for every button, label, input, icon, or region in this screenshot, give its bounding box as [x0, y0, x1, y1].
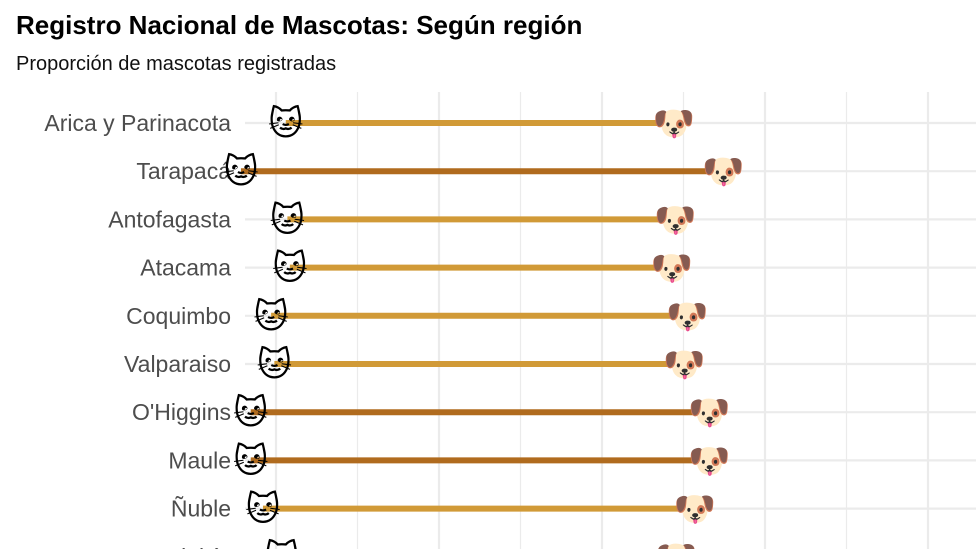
- markers: 🐱 🐶 🐱 🐶 🐱 🐶 🐱 🐶 🐱 🐶 🐱 🐶 🐱 🐶 🐱 🐶 🐱 🐶 🐱 🐶: [223, 104, 744, 549]
- dog-marker-icon: 🐶: [663, 345, 705, 385]
- cat-marker-icon: 🐱: [245, 490, 280, 530]
- cat-marker-icon: 🐱: [253, 297, 288, 337]
- y-tick-label: Antofagasta: [108, 206, 231, 232]
- y-tick-label: Biobío: [166, 544, 231, 549]
- y-tick-label: Coquimbo: [126, 303, 231, 329]
- dog-marker-icon: 🐶: [651, 249, 693, 289]
- cat-marker-icon: 🐱: [233, 441, 268, 481]
- cat-marker-icon: 🐱: [264, 538, 299, 549]
- dog-marker-icon: 🐶: [688, 393, 730, 433]
- y-tick-label: Atacama: [140, 255, 231, 281]
- grid-lines: [245, 92, 976, 549]
- cat-marker-icon: 🐱: [268, 104, 303, 144]
- cat-marker-icon: 🐱: [257, 345, 292, 385]
- dog-marker-icon: 🐶: [653, 104, 695, 144]
- dog-marker-icon: 🐶: [702, 152, 744, 192]
- dumbbell-lines: [240, 120, 724, 512]
- chart-subtitle: Proporción de mascotas registradas: [16, 53, 337, 75]
- dog-marker-icon: 🐶: [654, 200, 696, 240]
- y-tick-label: Ñuble: [171, 496, 231, 522]
- y-tick-label: Valparaiso: [124, 351, 231, 377]
- y-tick-label: O'Higgins: [132, 399, 231, 425]
- dog-marker-icon: 🐶: [655, 538, 697, 549]
- chart-title: Registro Nacional de Mascotas: Según reg…: [16, 10, 583, 40]
- y-tick-label: Arica y Parinacota: [44, 110, 231, 136]
- y-tick-label: Maule: [168, 447, 231, 473]
- y-tick-labels: Arica y Parinacota Tarapacá Antofagasta Ata…: [44, 110, 231, 549]
- cat-marker-icon: 🐱: [223, 152, 258, 192]
- dog-marker-icon: 🐶: [674, 490, 716, 530]
- y-tick-label: Tarapacá: [136, 158, 231, 184]
- cat-marker-icon: 🐱: [270, 200, 305, 240]
- cat-marker-icon: 🐱: [233, 393, 268, 433]
- cat-marker-icon: 🐱: [272, 249, 307, 289]
- dog-marker-icon: 🐶: [666, 297, 708, 337]
- dog-marker-icon: 🐶: [688, 441, 730, 481]
